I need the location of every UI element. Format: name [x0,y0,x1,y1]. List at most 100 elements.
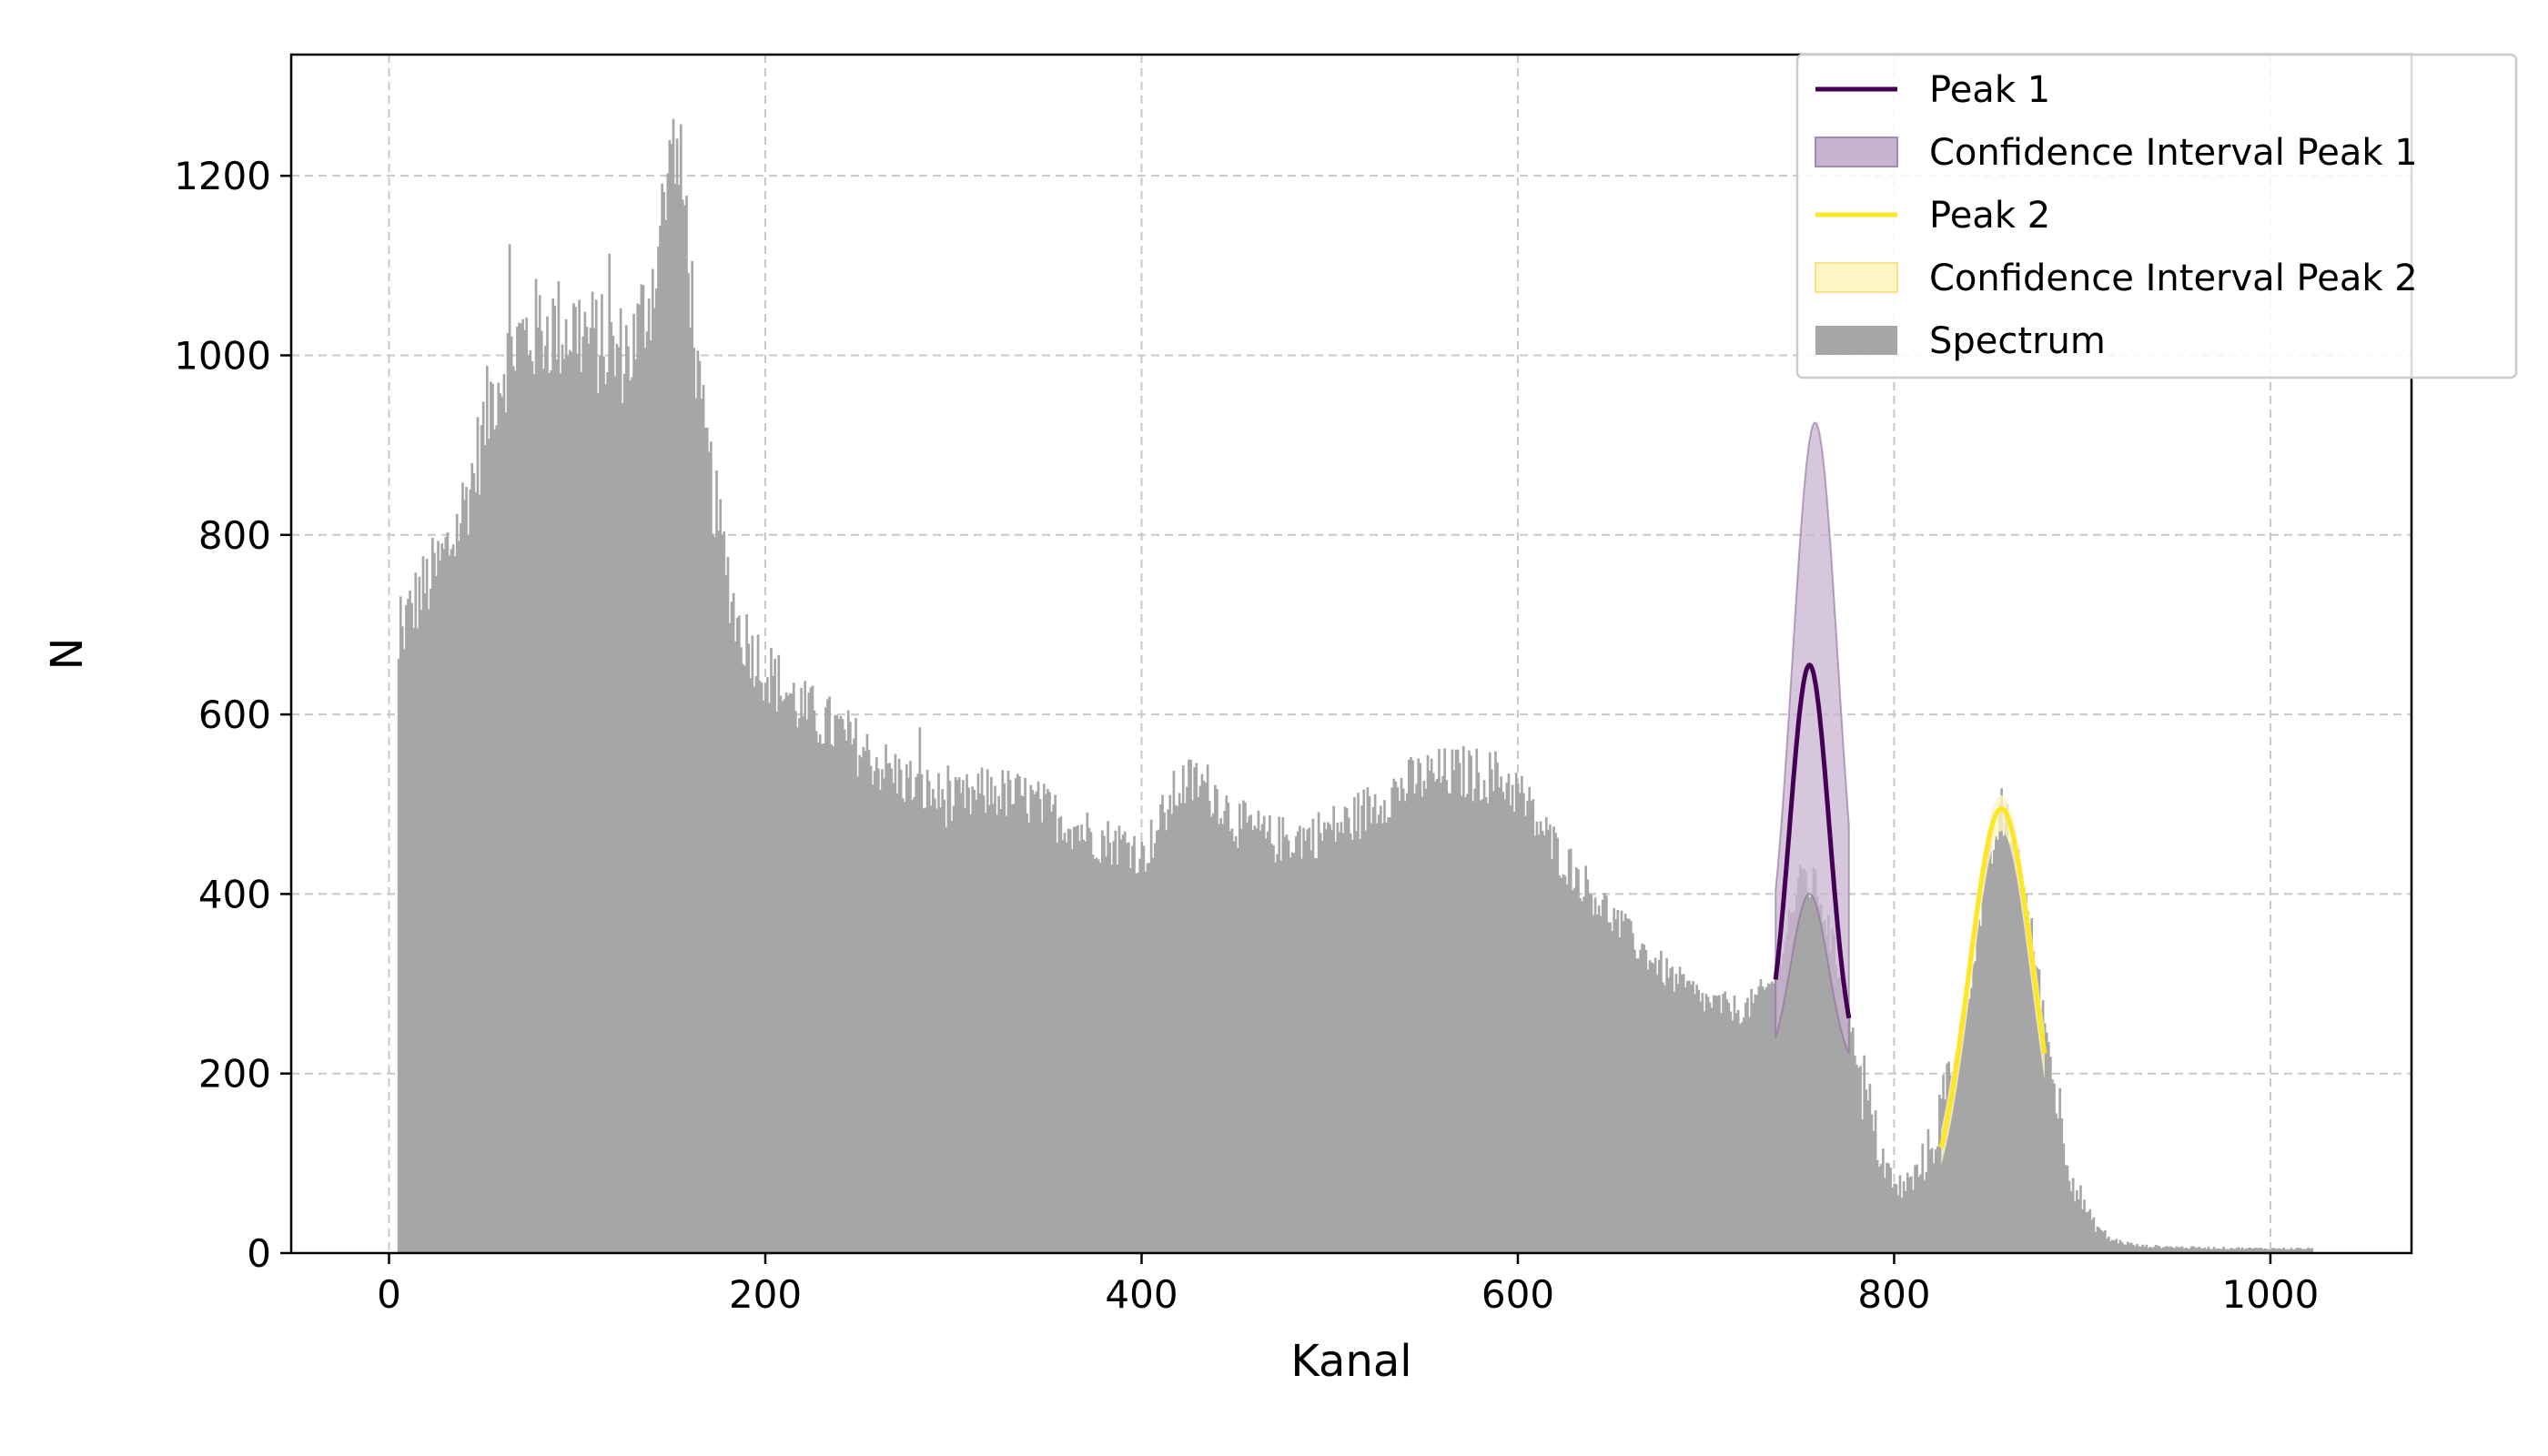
spectrum-bar [915,776,918,1253]
spectrum-bar [2179,1247,2182,1253]
spectrum-bar [1107,821,1109,1253]
spectrum-bar [1031,790,1035,1253]
spectrum-bar [1639,949,1642,1253]
legend-label-spectrum: Spectrum [1929,320,2106,362]
spectrum-bar [2058,1087,2062,1253]
spectrum-bar [1087,827,1091,1253]
spectrum-bar [990,776,993,1253]
spectrum-bar [1236,847,1239,1253]
spectrum-bar [1246,823,1249,1253]
spectrum-bar [1209,816,1213,1253]
spectrum-bar [1710,1007,1714,1253]
spectrum-bar [1725,999,1729,1253]
spectrum-bar [698,360,702,1253]
spectrum-bar [534,278,538,1254]
spectrum-bar [992,804,995,1253]
spectrum-bar [1932,1163,1936,1253]
spectrum-bar [1562,874,1565,1253]
y-axis-label: N [42,638,93,671]
spectrum-bar [2025,893,2027,1253]
spectrum-bar [1290,852,1294,1253]
spectrum-bar [975,800,978,1253]
spectrum-bar [1264,838,1268,1253]
spectrum-bar [1586,879,1590,1253]
spectrum-bar [1716,996,1719,1253]
spectrum-bar [1906,1172,1909,1253]
spectrum-bar [1200,774,1204,1253]
spectrum-bar [647,298,651,1253]
spectrum-bar [1512,811,1516,1253]
spectrum-bar [437,541,440,1253]
spectrum-bar [536,327,540,1253]
spectrum-bar [1835,965,1837,1253]
spectrum-bar [442,549,446,1253]
spectrum-bar [622,373,626,1253]
spectrum-bar [652,308,656,1253]
spectrum-bar [2047,1042,2050,1253]
spectrum-bar [1505,783,1509,1253]
spectrum-bar [835,714,839,1253]
spectrum-bar [1863,1055,1866,1253]
spectrum-bar [1688,980,1691,1253]
spectrum-bar [772,675,774,1253]
spectrum-bar [1417,758,1421,1253]
spectrum-bar [1353,796,1356,1253]
spectrum-bar [1533,835,1537,1253]
spectrum-bar [2124,1244,2128,1253]
spectrum-bar [1221,824,1225,1253]
spectrum-bar [2159,1248,2163,1253]
spectrum-bar [2145,1244,2149,1253]
spectrum-bar [719,499,723,1253]
spectrum-bar [642,285,645,1253]
spectrum-bar [1796,878,1800,1253]
spectrum-bar [1754,994,1757,1253]
spectrum-bar [453,556,457,1253]
spectrum-bar [1987,844,1990,1253]
spectrum-bar [566,355,570,1253]
spectrum-bar [490,381,492,1253]
spectrum-bar [1488,752,1491,1253]
spectrum-bar [1641,943,1644,1253]
spectrum-bar [1419,763,1422,1253]
spectrum-bar [2090,1219,2094,1253]
spectrum-bar [643,348,647,1253]
spectrum-bar [1827,915,1830,1253]
spectrum-bar [1479,800,1482,1253]
spectrum-bar [1870,1114,1874,1253]
spectrum-bar [572,303,575,1253]
spectrum-bar [681,199,684,1254]
spectrum-bar [2000,788,2003,1253]
spectrum-bar [1648,960,1652,1253]
spectrum-bar [1405,793,1409,1253]
spectrum-bar [1532,799,1535,1253]
spectrum-bar [762,700,765,1253]
spectrum-bar [1740,1022,1744,1253]
spectrum-bar [986,769,989,1253]
spectrum-bar [1947,1061,1951,1253]
spectrum-bar [2060,1118,2064,1253]
spectrum-bar [1421,796,1424,1253]
spectrum-bar [1077,824,1079,1253]
spectrum-bar [1637,958,1640,1253]
spectrum-bar [1052,804,1055,1253]
spectrum-bar [497,382,500,1253]
spectrum-bar [1022,795,1025,1253]
x-tick-label: 0 [377,1272,401,1317]
spectrum-bar [1003,783,1006,1253]
spectrum-bar [596,393,600,1254]
spectrum-bar [753,686,756,1253]
spectrum-bar [2158,1246,2161,1253]
spectrum-bar [1232,841,1236,1253]
spectrum-bar [1815,896,1819,1253]
spectrum-bar [1029,784,1033,1253]
spectrum-bar [1761,986,1764,1253]
spectrum-bar [742,663,744,1253]
spectrum-bar [1541,830,1544,1253]
spectrum-bar [1889,1168,1892,1253]
spectrum-bar [474,491,478,1253]
spectrum-bar [2310,1248,2314,1253]
spectrum-bar [1680,974,1684,1253]
spectrum-bar [1669,968,1673,1253]
spectrum-bar [2106,1239,2108,1253]
spectrum-bar [580,371,583,1253]
